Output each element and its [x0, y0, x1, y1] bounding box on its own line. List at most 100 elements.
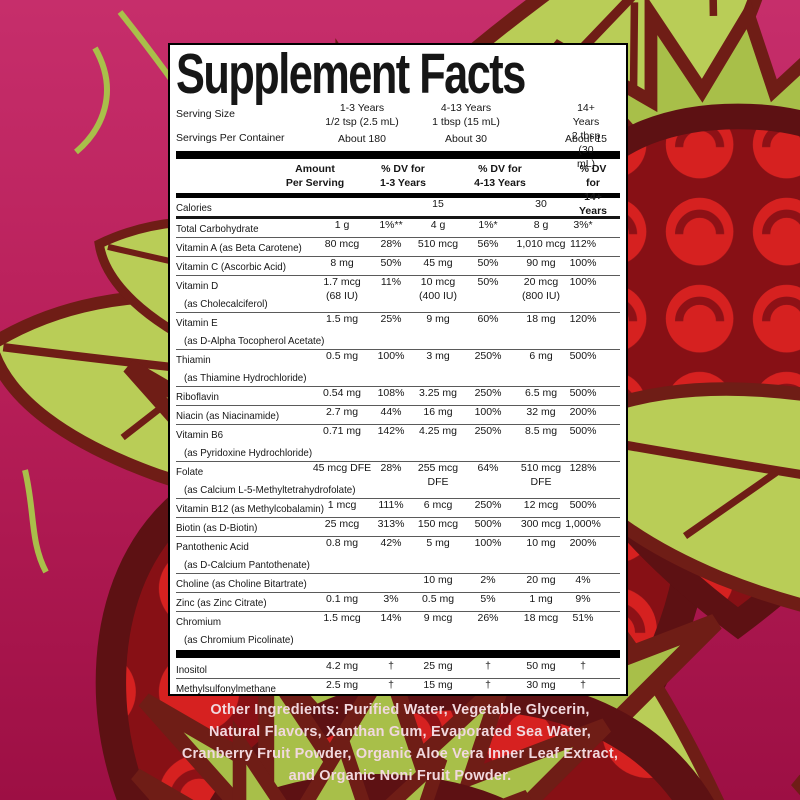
nutrient-value: 250%: [474, 425, 502, 437]
nutrient-name-sub-text: (as Calcium L-5-Methyltetrahydrofolate): [184, 484, 356, 496]
nutrient-value-sub: DFE: [530, 475, 552, 488]
nutrient-value: 11%: [380, 276, 402, 288]
nutrient-value: 4.2 mg: [325, 660, 359, 672]
nutrient-value: 16 mg: [423, 406, 453, 418]
nutrient-value: 1,000%: [565, 518, 601, 530]
nutrient-name: Thiamin: [176, 354, 211, 366]
nutrient-row: Choline (as Choline Bitartrate) 10 mg 2% 20…: [176, 573, 620, 592]
nutrient-name: Vitamin E: [176, 317, 218, 329]
nutrient-value: †: [580, 679, 586, 691]
nutrient-value: 28%: [380, 462, 402, 474]
nutrient-value: 9 mg: [426, 313, 450, 325]
nutrient-value: 1.5 mg: [325, 313, 359, 325]
nutrient-value: 0.8 mg: [325, 537, 359, 549]
supplement-facts-panel: Supplement Facts Serving Size 1-3 Years …: [168, 43, 628, 696]
nutrient-name: Folate: [176, 466, 204, 478]
nutrient-name: Methylsulfonylmethane: [176, 683, 276, 695]
nutrient-name: Total Carbohydrate: [176, 223, 259, 235]
nutrient-name: Zinc (as Zinc Citrate): [176, 597, 267, 609]
nutrient-row: Niacin (as Niacinamide) 2.7 mg 44% 16 mg 100…: [176, 405, 620, 424]
serving-size-value: 14+ Years 2 tbsp (30 mL): [571, 102, 601, 170]
nutrient-row: Vitamin B6 (as Pyridoxine Hydrochloride) 0…: [176, 424, 620, 461]
nutrient-name-sub-text: (as D-Calcium Pantothenate): [184, 559, 310, 571]
nutrient-value: 6.5 mg: [524, 387, 558, 399]
column-header: % DV for 4-13 Years: [474, 163, 526, 189]
nutrient-table-other: Inositol 4.2 mg † 25 mg † 50 mg † Methylsulfony…: [176, 660, 620, 695]
nutrient-value: 25 mg: [423, 660, 453, 672]
nutrient-value: 15 mg: [423, 679, 453, 691]
nutrient-value: 28%: [380, 238, 402, 250]
nutrient-value: 50 mg: [526, 660, 556, 672]
nutrient-value: 10 mcg: [420, 276, 456, 288]
nutrient-name: Niacin (as Niacinamide): [176, 410, 280, 422]
servings-per-container-row: Servings Per Container About 180 About 30…: [176, 131, 620, 148]
nutrient-value: 500%: [569, 425, 597, 437]
nutrient-value: 20 mcg: [523, 276, 559, 288]
nutrient-value: 80 mcg: [324, 238, 360, 250]
nutrient-value: 18 mcg: [523, 612, 559, 624]
nutrient-value: †: [580, 660, 586, 672]
nutrient-value: 64%: [477, 462, 499, 474]
nutrient-value-sub: (68 IU): [325, 289, 359, 302]
thick-divider: [176, 650, 620, 658]
nutrient-value: 45 mg: [423, 257, 453, 269]
nutrient-value: 0.5 mg: [325, 350, 359, 362]
nutrient-value: 250%: [474, 350, 502, 362]
nutrient-value: 0.71 mg: [323, 425, 361, 437]
nutrient-row: Biotin (as D-Biotin) 25 mcg 313% 150 mcg 500…: [176, 517, 620, 536]
nutrient-row: Methylsulfonylmethane 2.5 mg † 15 mg † 30 mg †: [176, 678, 620, 695]
nutrient-value: 6 mg: [529, 350, 553, 362]
panel-title: Supplement Facts: [176, 43, 526, 106]
nutrient-row: Folate (as Calcium L-5-Methyltetrahydrofo…: [176, 461, 620, 498]
nutrient-row: Riboflavin 0.54 mg 108% 3.25 mg 250% 6.5 mg 50…: [176, 386, 620, 405]
nutrient-value: 14%: [380, 612, 402, 624]
nutrient-value: 56%: [477, 238, 499, 250]
nutrient-value: 1 g: [334, 219, 350, 231]
nutrient-name: Pantothenic Acid: [176, 541, 249, 553]
nutrient-value: 150 mcg: [417, 518, 459, 530]
nutrient-value: 100%: [474, 537, 502, 549]
nutrient-value: 50%: [477, 257, 499, 269]
nutrient-value: 500%: [569, 499, 597, 511]
nutrient-name-sub: (as Chromium Picolinate): [176, 630, 620, 648]
nutrient-row: Thiamin (as Thiamine Hydrochloride) 0.5 mg…: [176, 349, 620, 386]
nutrient-value: 1%*: [478, 219, 498, 231]
nutrient-row: Inositol 4.2 mg † 25 mg † 50 mg †: [176, 660, 620, 678]
nutrient-row: Zinc (as Zinc Citrate) 0.1 mg 3% 0.5 mg 5% 1 …: [176, 592, 620, 611]
nutrient-name: Choline (as Choline Bitartrate): [176, 578, 307, 590]
nutrient-name-sub: (as Cholecalciferol): [176, 294, 620, 312]
nutrient-value: 2%: [480, 574, 496, 586]
servings-count-value: About 30: [444, 133, 488, 145]
nutrient-value: †: [388, 679, 394, 691]
column-header: % DV for 14+ Years: [578, 163, 608, 217]
nutrient-value: 50%: [380, 257, 402, 269]
nutrient-value-sub: (800 IU): [522, 289, 560, 302]
nutrient-value: 1%**: [379, 219, 403, 231]
nutrient-value: 18 mg: [526, 313, 556, 325]
nutrient-name: Biotin (as D-Biotin): [176, 522, 258, 534]
nutrient-name: Calories: [176, 202, 212, 214]
medium-divider: [176, 193, 620, 198]
nutrient-value: 111%: [378, 499, 404, 511]
nutrient-row: Vitamin D (as Cholecalciferol) 1.7 mcg 11% 1…: [176, 275, 620, 312]
nutrient-value: 32 mg: [526, 406, 556, 418]
nutrient-value: 5 mg: [426, 537, 450, 549]
serving-size-row: Serving Size 1-3 Years 1/2 tsp (2.5 mL) 4…: [176, 100, 620, 170]
nutrient-value-sub: (400 IU): [419, 289, 457, 302]
nutrient-name-sub: (as Calcium L-5-Methyltetrahydrofolate): [176, 480, 620, 498]
nutrient-value: 60%: [477, 313, 499, 325]
nutrient-value: 200%: [569, 406, 597, 418]
nutrient-value: 9%: [575, 593, 591, 605]
nutrient-name: Vitamin B12 (as Methylcobalamin): [176, 503, 325, 515]
nutrient-value: 1,010 mcg: [516, 238, 566, 250]
nutrient-name: Riboflavin: [176, 391, 219, 403]
nutrient-value: 2.5 mg: [325, 679, 359, 691]
nutrient-value: 1 mg: [529, 593, 553, 605]
servings-per-container-label: Servings Per Container: [176, 132, 285, 144]
nutrient-value: 300 mcg: [520, 518, 562, 530]
nutrient-row: Vitamin E (as D-Alpha Tocopherol Acetate)…: [176, 312, 620, 349]
nutrient-value: 100%: [377, 350, 405, 362]
nutrient-value: 120%: [569, 313, 597, 325]
nutrient-name-sub-text: (as Chromium Picolinate): [184, 634, 294, 646]
